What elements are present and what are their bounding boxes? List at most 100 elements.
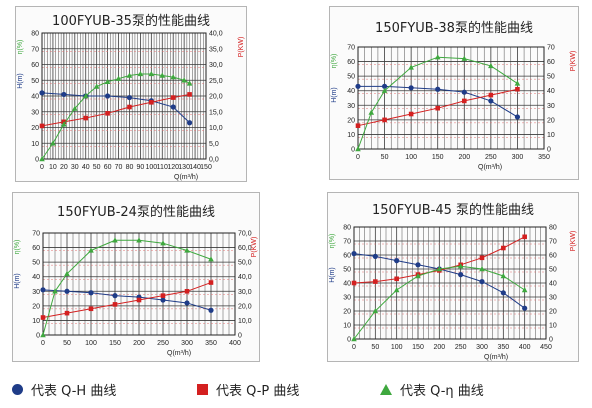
legend: 代表 Q-H 曲线 代表 Q-P 曲线 代表 Q-η 曲线 [0, 380, 592, 402]
x-tick-label: 0 [41, 340, 45, 347]
axis-label-eta: η(%) [17, 40, 24, 55]
x-tick-label: 100 [145, 164, 157, 171]
data-point-p [501, 245, 506, 251]
chart-panel-100fyub-35: 100FYUB-35泵的性能曲线 0 10 20 30 40 50 60 70 80 90 100 1… [15, 6, 247, 182]
axis-label-x: Q(m³/h) [174, 174, 198, 181]
legend-label-qeta: 代表 Q-η 曲线 [400, 384, 484, 399]
data-point-eta [186, 80, 193, 86]
series-line-h [42, 289, 212, 311]
data-point-p [515, 86, 520, 92]
data-point-h [514, 114, 521, 120]
y-tick-label-left: 60 [32, 245, 40, 252]
data-point-eta [136, 237, 142, 243]
data-point-eta [170, 74, 176, 80]
x-tick-label: 250 [157, 340, 169, 347]
y-tick-label-left: 20 [32, 303, 40, 310]
data-point-eta [434, 54, 441, 60]
green-triangle-icon [380, 384, 392, 395]
y-tick-label-left: 60 [343, 253, 351, 260]
x-tick-label: 250 [455, 344, 467, 351]
x-tick-label: 0 [40, 164, 44, 171]
data-point-p [39, 123, 45, 129]
y-tick-label-right: 10 [549, 323, 557, 330]
axis-label-p: P(KW) [570, 231, 577, 252]
data-point-h [381, 83, 388, 89]
chart-title: 150FYUB-24泵的性能曲线 [57, 205, 215, 220]
data-point-eta [181, 77, 187, 83]
y-tick-label-right: 10,0 [238, 318, 252, 325]
y-tick-label-left: 20 [343, 309, 351, 316]
data-point-p [136, 297, 142, 303]
x-tick-label: 70 [115, 164, 123, 171]
y-tick-label-left: 30 [347, 103, 355, 110]
data-point-p [373, 279, 378, 284]
x-tick-label: 30 [71, 164, 79, 171]
data-point-p [184, 288, 190, 294]
y-tick-label-right: 10 [547, 132, 555, 139]
x-tick-label: 130 [178, 164, 190, 171]
data-point-eta [368, 109, 375, 115]
data-point-eta [148, 70, 155, 77]
y-tick-label-left: 80 [31, 31, 39, 38]
y-tick-label-right: 15,0 [209, 109, 223, 116]
plot-frame [357, 46, 545, 150]
data-point-eta [104, 78, 111, 85]
x-tick-label: 250 [485, 154, 497, 161]
axis-label-p: P(KW) [251, 237, 258, 258]
y-tick-label-right: 20 [547, 117, 555, 124]
data-point-h [105, 93, 111, 99]
x-tick-label: 60 [104, 164, 112, 171]
x-tick-label: 80 [126, 164, 134, 171]
chart-panel-150fyub-45: 150FYUB-45 泵的性能曲线 0 50 100 150 200 250 300 350 4… [327, 192, 579, 362]
data-point-eta [88, 247, 94, 253]
data-point-eta [521, 287, 528, 293]
data-point-eta [372, 308, 379, 314]
data-point-p [351, 280, 357, 286]
x-tick-label: 200 [133, 340, 145, 347]
y-tick-label-right: 50 [549, 267, 557, 274]
y-tick-label-right: 5,0 [209, 141, 219, 148]
series-line-eta [357, 56, 518, 150]
data-point-p [435, 105, 441, 111]
data-point-p [105, 111, 110, 116]
data-point-p [479, 255, 485, 261]
data-point-eta [184, 247, 190, 253]
data-point-eta [479, 266, 485, 272]
data-point-eta [39, 156, 45, 162]
data-point-h [408, 85, 414, 91]
axis-label-eta: η(%) [329, 234, 336, 249]
y-tick-label-right: 80 [549, 225, 557, 232]
data-point-eta [500, 273, 507, 279]
y-tick-label-right: 30,0 [238, 289, 252, 296]
y-tick-label-right: 0 [549, 337, 553, 344]
legend-item-qeta: 代表 Q-η 曲线 [380, 380, 484, 399]
legend-label-qp: 代表 Q-P 曲线 [216, 384, 300, 399]
data-point-p [127, 104, 132, 110]
series-line-h [41, 92, 190, 124]
data-point-h [88, 290, 94, 296]
data-point-h [184, 300, 190, 306]
data-point-eta [351, 336, 357, 342]
x-tick-label: 450 [540, 344, 552, 351]
data-point-h [394, 258, 400, 264]
x-tick-label: 120 [167, 164, 179, 171]
data-point-eta [393, 287, 400, 293]
x-tick-label: 50 [371, 344, 379, 351]
y-tick-label-left: 60 [347, 59, 355, 66]
x-tick-label: 200 [458, 154, 470, 161]
x-tick-label: 0 [356, 154, 360, 161]
data-point-p [394, 276, 399, 282]
y-tick-label-right: 0 [547, 147, 551, 154]
data-point-eta [50, 140, 56, 146]
y-tick-label-right: 40 [549, 281, 557, 288]
y-tick-label-right: 60,0 [238, 245, 252, 252]
data-point-p [522, 234, 527, 240]
y-tick-label-right: 70 [549, 239, 557, 246]
data-point-eta [40, 332, 46, 338]
x-tick-label: 300 [181, 340, 193, 347]
data-point-eta [159, 72, 166, 78]
series-line-p [42, 282, 212, 319]
y-tick-label-left: 10 [343, 323, 351, 330]
x-tick-label: 100 [405, 154, 417, 161]
axis-label-p: P(KW) [238, 37, 245, 58]
